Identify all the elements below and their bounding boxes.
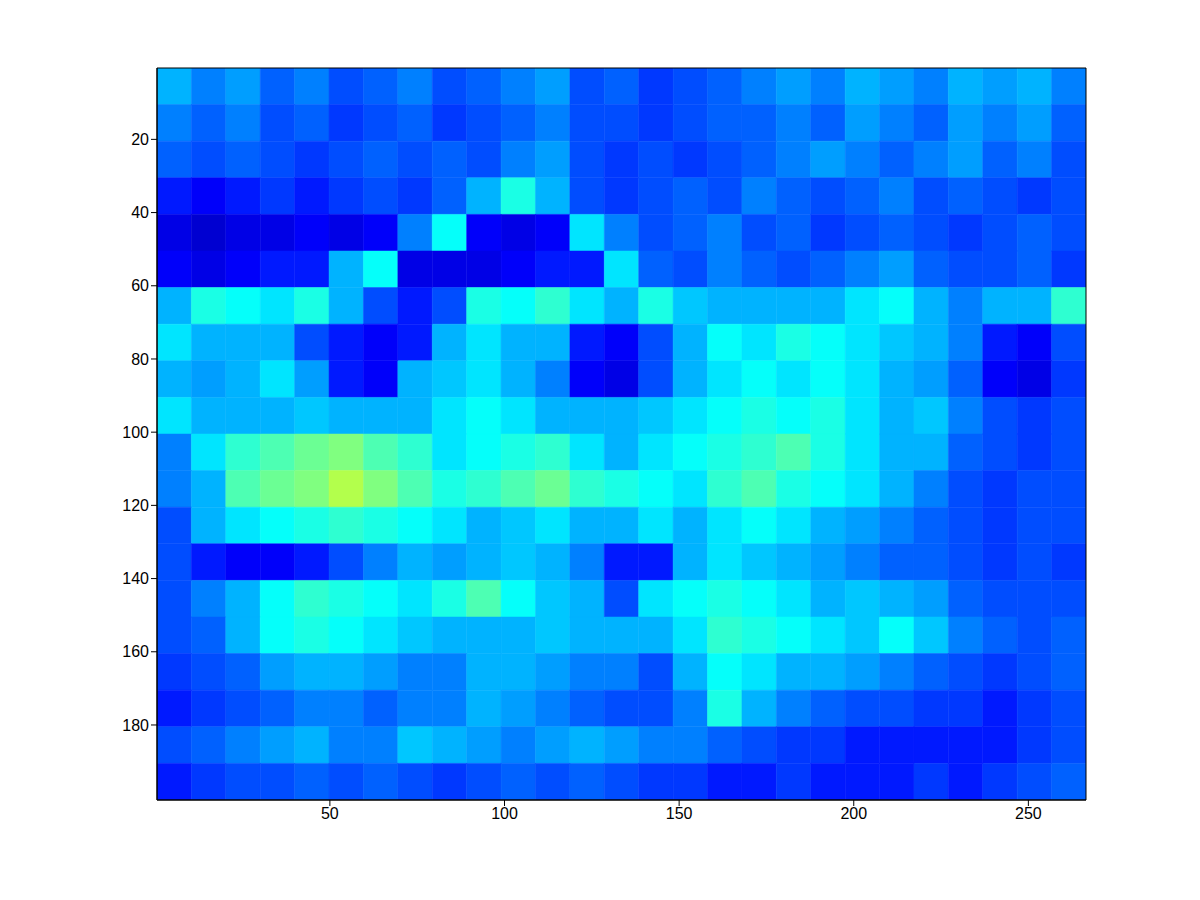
svg-text:100: 100 (122, 424, 149, 441)
svg-text:50: 50 (321, 805, 339, 822)
svg-text:150: 150 (666, 805, 693, 822)
svg-text:40: 40 (131, 204, 149, 221)
svg-text:180: 180 (122, 717, 149, 734)
svg-text:120: 120 (122, 497, 149, 514)
svg-text:80: 80 (131, 351, 149, 368)
svg-text:20: 20 (131, 131, 149, 148)
svg-text:140: 140 (122, 570, 149, 587)
svg-text:60: 60 (131, 277, 149, 294)
svg-text:200: 200 (840, 805, 867, 822)
svg-text:100: 100 (491, 805, 518, 822)
svg-text:250: 250 (1015, 805, 1042, 822)
svg-text:160: 160 (122, 643, 149, 660)
